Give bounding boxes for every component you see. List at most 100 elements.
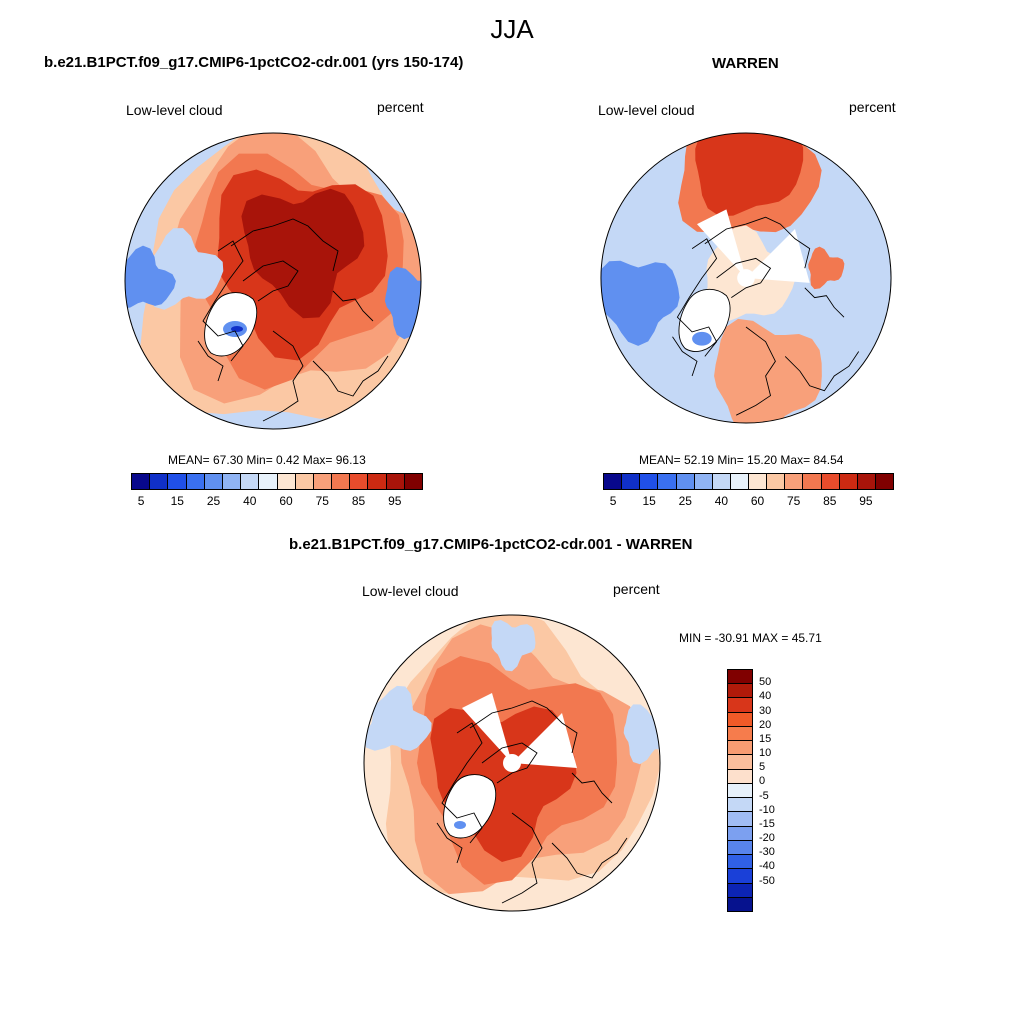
colorbar-swatch <box>767 474 786 489</box>
colorbar-swatch <box>350 474 369 489</box>
colorbar-swatch <box>368 474 387 489</box>
panel2-title: WARREN <box>712 55 779 72</box>
colorbar-swatch <box>277 474 296 489</box>
panel2-variable: Low-level cloud <box>598 102 695 118</box>
colorbar-swatch <box>785 474 804 489</box>
colorbar-swatch <box>186 474 205 489</box>
colorbar-swatch <box>404 474 422 489</box>
colorbar-swatch <box>313 474 333 489</box>
colorbar-tick-label: 20 <box>759 718 772 731</box>
colorbar-swatch <box>728 869 752 884</box>
colorbar-swatch <box>386 474 405 489</box>
map-boundary <box>363 614 661 912</box>
colorbar-swatch <box>640 474 659 489</box>
colorbar-swatch <box>730 474 749 489</box>
colorbar-swatch <box>749 474 768 489</box>
panel3-stats: MIN = -30.91 MAX = 45.71 <box>679 631 822 645</box>
panel3-units: percent <box>613 581 660 597</box>
colorbar-tick-label: -15 <box>759 817 775 830</box>
colorbar-swatch <box>857 474 876 489</box>
colorbar-swatch <box>728 755 752 770</box>
panel2-units: percent <box>849 99 896 115</box>
colorbar-swatch <box>875 474 893 489</box>
panel1-polar-map <box>124 132 422 430</box>
colorbar-swatch <box>728 812 752 827</box>
colorbar-tick-label: 40 <box>243 494 257 508</box>
colorbar-tick-label: 15 <box>170 494 184 508</box>
colorbar-swatch <box>222 474 242 489</box>
colorbar-swatch <box>712 474 731 489</box>
colorbar-swatch <box>622 474 641 489</box>
colorbar-swatch <box>728 741 752 756</box>
colorbar-tick-label: 85 <box>823 494 837 508</box>
colorbar-swatch <box>604 474 623 489</box>
colorbar-tick-label: 10 <box>759 747 772 760</box>
coastline <box>436 700 628 904</box>
colorbar-swatch <box>839 474 858 489</box>
colorbar-swatch <box>728 798 752 813</box>
colorbar-swatch <box>658 474 677 489</box>
panel1-variable: Low-level cloud <box>126 102 223 118</box>
colorbar-swatch <box>332 474 351 489</box>
colorbar-swatch <box>728 783 752 799</box>
colorbar-swatch <box>168 474 187 489</box>
colorbar-swatch <box>728 769 752 784</box>
colorbar-swatch <box>694 474 713 489</box>
colorbar-tick-label: -40 <box>759 860 775 873</box>
colorbar-tick-label: 25 <box>206 494 221 508</box>
greenland-outline <box>678 289 731 352</box>
colorbar-tick-label: 25 <box>678 494 692 508</box>
map-boundary <box>600 132 892 424</box>
panel3-colorbar <box>727 669 753 912</box>
colorbar-tick-label: 75 <box>315 494 329 508</box>
colorbar-tick-label: -50 <box>759 874 775 887</box>
coastline <box>672 216 860 416</box>
colorbar-tick-label: 0 <box>759 775 766 788</box>
panel3-title: b.e21.B1PCT.f09_g17.CMIP6-1pctCO2-cdr.00… <box>289 536 693 553</box>
colorbar-tick-label: 15 <box>759 732 772 745</box>
colorbar-swatch <box>728 840 752 856</box>
colorbar-swatch <box>728 698 752 713</box>
colorbar-swatch <box>295 474 314 489</box>
colorbar-swatch <box>728 670 752 685</box>
colorbar-swatch <box>728 897 752 911</box>
colorbar-tick-label: 60 <box>279 494 293 508</box>
colorbar-swatch <box>728 684 752 699</box>
colorbar-tick-label: 40 <box>759 690 772 703</box>
colorbar-tick-label: -20 <box>759 832 775 845</box>
panel1-stats: MEAN= 67.30 Min= 0.42 Max= 96.13 <box>168 453 366 467</box>
colorbar-swatch <box>728 712 752 727</box>
map-field <box>600 132 892 424</box>
colorbar-tick-label: 5 <box>137 494 145 508</box>
panel3-polar-map <box>363 614 661 912</box>
colorbar-swatch <box>728 883 752 898</box>
colorbar-tick-label: 60 <box>750 494 765 508</box>
panel3-variable: Low-level cloud <box>362 583 459 599</box>
colorbar-tick-label: 50 <box>759 676 772 689</box>
colorbar-swatch <box>132 474 151 489</box>
map-boundary <box>124 132 422 430</box>
colorbar-tick-label: 75 <box>786 494 801 508</box>
colorbar-tick-label: 95 <box>859 494 873 508</box>
panel2-stats: MEAN= 52.19 Min= 15.20 Max= 84.54 <box>639 453 844 467</box>
colorbar-tick-label: 95 <box>388 494 402 508</box>
colorbar-tick-label: 85 <box>351 494 366 508</box>
colorbar-swatch <box>676 474 695 489</box>
panel2-polar-map <box>600 132 892 424</box>
colorbar-tick-label: 5 <box>609 494 617 508</box>
colorbar-swatch <box>204 474 223 489</box>
panel1-units: percent <box>377 99 424 115</box>
coastline <box>197 218 389 422</box>
colorbar-swatch <box>728 826 752 841</box>
colorbar-swatch <box>728 726 752 742</box>
colorbar-tick-label: 30 <box>759 704 772 717</box>
colorbar-swatch <box>728 855 752 870</box>
panel1-colorbar <box>131 473 423 490</box>
panel2-colorbar <box>603 473 894 490</box>
colorbar-tick-label: -5 <box>759 789 769 802</box>
colorbar-swatch <box>241 474 260 489</box>
colorbar-tick-label: 5 <box>759 761 766 774</box>
main-title: JJA <box>490 14 534 44</box>
map-field <box>125 133 421 429</box>
